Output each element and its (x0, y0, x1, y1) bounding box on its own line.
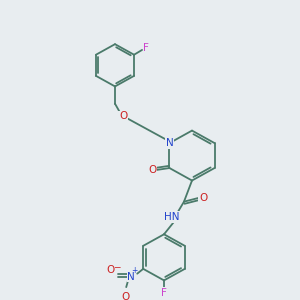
Text: N: N (166, 138, 173, 148)
Text: O: O (119, 111, 127, 121)
Text: HN: HN (164, 212, 180, 222)
Text: F: F (161, 288, 167, 298)
Text: O: O (106, 265, 114, 275)
Text: F: F (143, 43, 149, 53)
Text: O: O (121, 292, 129, 300)
Text: N: N (127, 272, 135, 281)
Text: O: O (199, 193, 207, 203)
Text: O: O (148, 165, 157, 175)
Text: −: − (113, 262, 121, 272)
Text: +: + (131, 266, 137, 275)
